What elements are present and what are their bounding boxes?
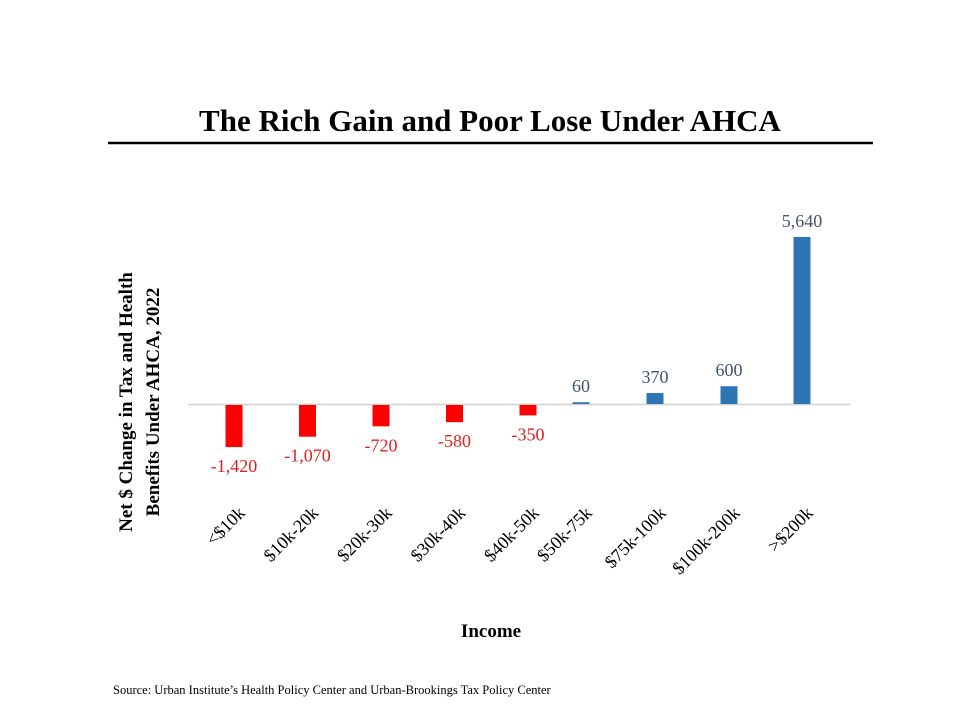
- bar-5: [572, 402, 590, 404]
- data-label-3: -580: [438, 431, 471, 451]
- x-axis-label: Income: [461, 621, 521, 642]
- data-label-1: -1,070: [284, 446, 331, 466]
- x-tick-label-7: $100k-200k: [668, 503, 744, 579]
- data-label-0: -1,420: [211, 456, 258, 476]
- chart-title: The Rich Gain and Poor Lose Under AHCA: [199, 103, 782, 138]
- data-label-4: -350: [512, 424, 545, 444]
- x-tick-label-3: $30k-40k: [406, 503, 469, 566]
- data-label-2: -720: [365, 435, 398, 455]
- y-axis-label-line1: Net $ Change in Tax and Health: [116, 272, 137, 532]
- bar-3: [446, 405, 463, 423]
- data-label-7: 600: [716, 360, 743, 380]
- bar-0: [225, 405, 243, 448]
- x-tick-label-8: >$200k: [764, 503, 817, 556]
- bar-1: [299, 405, 316, 437]
- x-tick-label-5: $50k-75k: [533, 503, 596, 566]
- x-tick-label-1: $10k-20k: [259, 503, 322, 566]
- x-tick-label-2: $20k-30k: [333, 503, 396, 566]
- x-tick-label-6: $75k-100k: [601, 503, 670, 572]
- y-axis-label: Net $ Change in Tax and Health Benefits …: [116, 272, 164, 532]
- data-label-5: 60: [572, 376, 590, 396]
- bar-2: [372, 405, 390, 427]
- bar-6: [646, 393, 664, 404]
- bar-4: [519, 405, 537, 416]
- x-tick-label-4: $40k-50k: [480, 503, 543, 566]
- x-tick-label-0: <$10k: [202, 503, 249, 550]
- bars: -1,420 <$10k -1,070 $10k-20k -720 $20k-30k -58…: [202, 211, 822, 578]
- source-note: Source: Urban Institute’s Health Policy …: [113, 683, 552, 697]
- bar-7: [720, 386, 738, 404]
- data-label-8: 5,640: [782, 211, 823, 231]
- bar-8: [793, 237, 811, 404]
- y-axis-label-line2: Benefits Under AHCA, 2022: [143, 288, 164, 517]
- data-label-6: 370: [642, 367, 669, 387]
